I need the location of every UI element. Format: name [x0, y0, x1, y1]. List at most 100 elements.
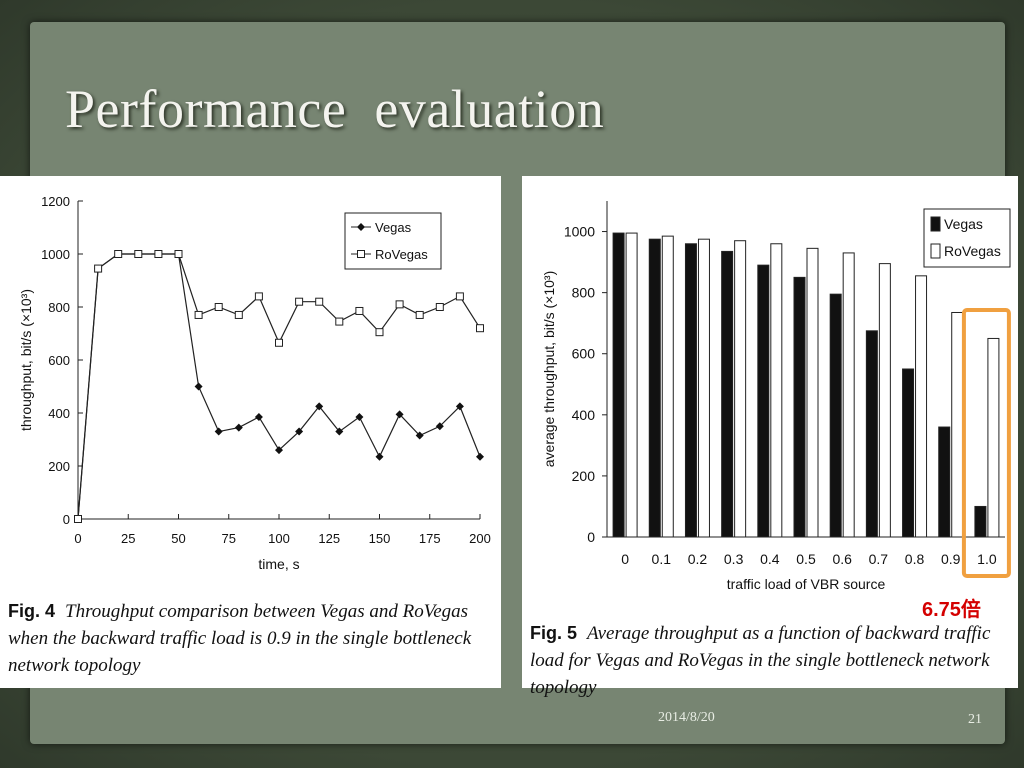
- y-tick-label: 1200: [41, 194, 70, 209]
- bar-rovegas: [842, 252, 855, 538]
- x-tick-label: 0.5: [796, 551, 816, 567]
- bar-rovegas: [951, 311, 964, 538]
- y-axis-label: average throughput, bit/s (×10³): [541, 271, 557, 468]
- bar-vegas: [757, 264, 770, 538]
- y-tick-label: 400: [572, 407, 596, 423]
- chart1-legend: Vegas RoVegas: [344, 212, 442, 270]
- bar-rovegas: [734, 240, 747, 538]
- rovegas-point: [214, 303, 223, 311]
- y-tick-label: 0: [63, 512, 70, 527]
- y-tick-label: 800: [572, 285, 596, 301]
- legend-swatch: [930, 216, 941, 232]
- rovegas-point: [375, 328, 384, 337]
- x-tick-label: 0.7: [869, 551, 889, 567]
- y-tick-label: 0: [587, 529, 595, 545]
- rovegas-point: [234, 310, 243, 319]
- rovegas-point: [275, 338, 283, 347]
- x-tick-label: 25: [121, 531, 135, 546]
- vegas-point: [234, 423, 243, 432]
- bar-vegas: [829, 293, 842, 538]
- average-throughput-bar-chart: 0 200 400 600 800 1000 0 0.1 0.2 0.3 0.4 0.5 0.6 0.7 0…: [541, 201, 1011, 592]
- bar-vegas: [721, 250, 734, 538]
- y-tick-label: 200: [572, 468, 596, 484]
- vegas-point: [455, 402, 464, 411]
- bar-vegas: [648, 238, 661, 538]
- legend-marker: [357, 223, 365, 231]
- legend-swatch: [930, 243, 941, 259]
- y-tick-label: 200: [48, 459, 70, 474]
- x-tick-label: 100: [268, 531, 290, 546]
- figure-4-label: Fig. 4: [8, 601, 56, 621]
- vegas-point: [315, 402, 324, 411]
- y-tick-label: 600: [48, 353, 70, 368]
- y-tick-label: 1000: [564, 224, 595, 240]
- figure-5-label: Fig. 5: [530, 623, 578, 643]
- series-line-vegas: [77, 253, 481, 520]
- rovegas-point: [114, 250, 123, 258]
- x-tick-label: 0: [621, 551, 629, 567]
- rovegas-point: [355, 306, 364, 315]
- x-tick-label: 0: [74, 531, 81, 546]
- rovegas-point: [476, 324, 484, 333]
- legend-marker: [357, 250, 365, 258]
- legend-box: [344, 212, 442, 270]
- rovegas-point: [395, 300, 404, 309]
- x-tick-label: 200: [469, 531, 491, 546]
- slide-title: Performance evaluation: [65, 79, 605, 139]
- bar-vegas: [974, 505, 987, 538]
- y-tick-label: 1000: [41, 247, 70, 262]
- bar-vegas: [938, 426, 951, 538]
- ratio-annotation: 6.75倍: [922, 599, 981, 621]
- legend-label: Vegas: [944, 216, 983, 232]
- legend-label: RoVegas: [375, 247, 428, 262]
- figure-5-panel: 0 200 400 600 800 1000 0 0.1 0.2 0.3 0.4 0.5 0.6 0.7 0…: [522, 176, 1018, 688]
- x-tick-label: 50: [171, 531, 185, 546]
- chart2-legend: Vegas RoVegas: [923, 208, 1011, 268]
- bar-rovegas: [625, 232, 638, 538]
- x-tick-label: 0.2: [688, 551, 708, 567]
- rovegas-point: [254, 292, 263, 301]
- x-axis-label: traffic load of VBR source: [727, 576, 886, 592]
- rovegas-point: [315, 297, 324, 306]
- vegas-point: [214, 427, 223, 436]
- bar-rovegas: [915, 275, 928, 538]
- x-tick-label: 0.3: [724, 551, 744, 567]
- bar-rovegas: [697, 238, 710, 538]
- bar-rovegas: [878, 263, 891, 538]
- vegas-point: [335, 427, 344, 436]
- series-line-rovegas: [77, 253, 481, 520]
- y-tick-label: 400: [48, 406, 70, 421]
- figure-4-panel: 0 200 400 600 800 1000 1200 0 25 50 75 100 125 150 175…: [0, 176, 501, 688]
- x-tick-label: 125: [318, 531, 340, 546]
- highlight-box: [961, 308, 1011, 578]
- vegas-point: [375, 452, 384, 461]
- bar-vegas: [612, 232, 625, 538]
- bar-rovegas: [987, 337, 1000, 538]
- bar-rovegas: [806, 247, 819, 538]
- rovegas-point: [154, 250, 163, 258]
- vegas-point: [254, 412, 263, 421]
- x-tick-label: 1.0: [977, 551, 997, 567]
- vegas-point: [395, 410, 404, 419]
- rovegas-point: [435, 303, 444, 311]
- figure-4-caption-text: Throughput comparison between Vegas and …: [8, 601, 472, 676]
- vegas-point: [476, 452, 484, 461]
- vegas-point: [275, 446, 283, 455]
- rovegas-point: [74, 515, 82, 523]
- x-tick-label: 0.6: [832, 551, 852, 567]
- y-tick-label: 600: [572, 346, 596, 362]
- bar-vegas: [902, 368, 915, 538]
- slide-page-number: 21: [968, 712, 982, 727]
- vegas-point: [355, 412, 364, 421]
- x-tick-label: 0.9: [941, 551, 961, 567]
- rovegas-point: [174, 250, 183, 258]
- rovegas-point: [415, 310, 424, 319]
- vegas-point: [415, 431, 424, 440]
- x-tick-label: 0.4: [760, 551, 780, 567]
- x-tick-label: 75: [222, 531, 236, 546]
- bar-vegas: [865, 330, 878, 538]
- rovegas-point: [335, 317, 344, 326]
- legend-label: Vegas: [375, 220, 412, 235]
- x-axis-label: time, s: [258, 556, 299, 572]
- figure-5-caption: Fig. 5 Average throughput as a function o…: [530, 620, 1018, 701]
